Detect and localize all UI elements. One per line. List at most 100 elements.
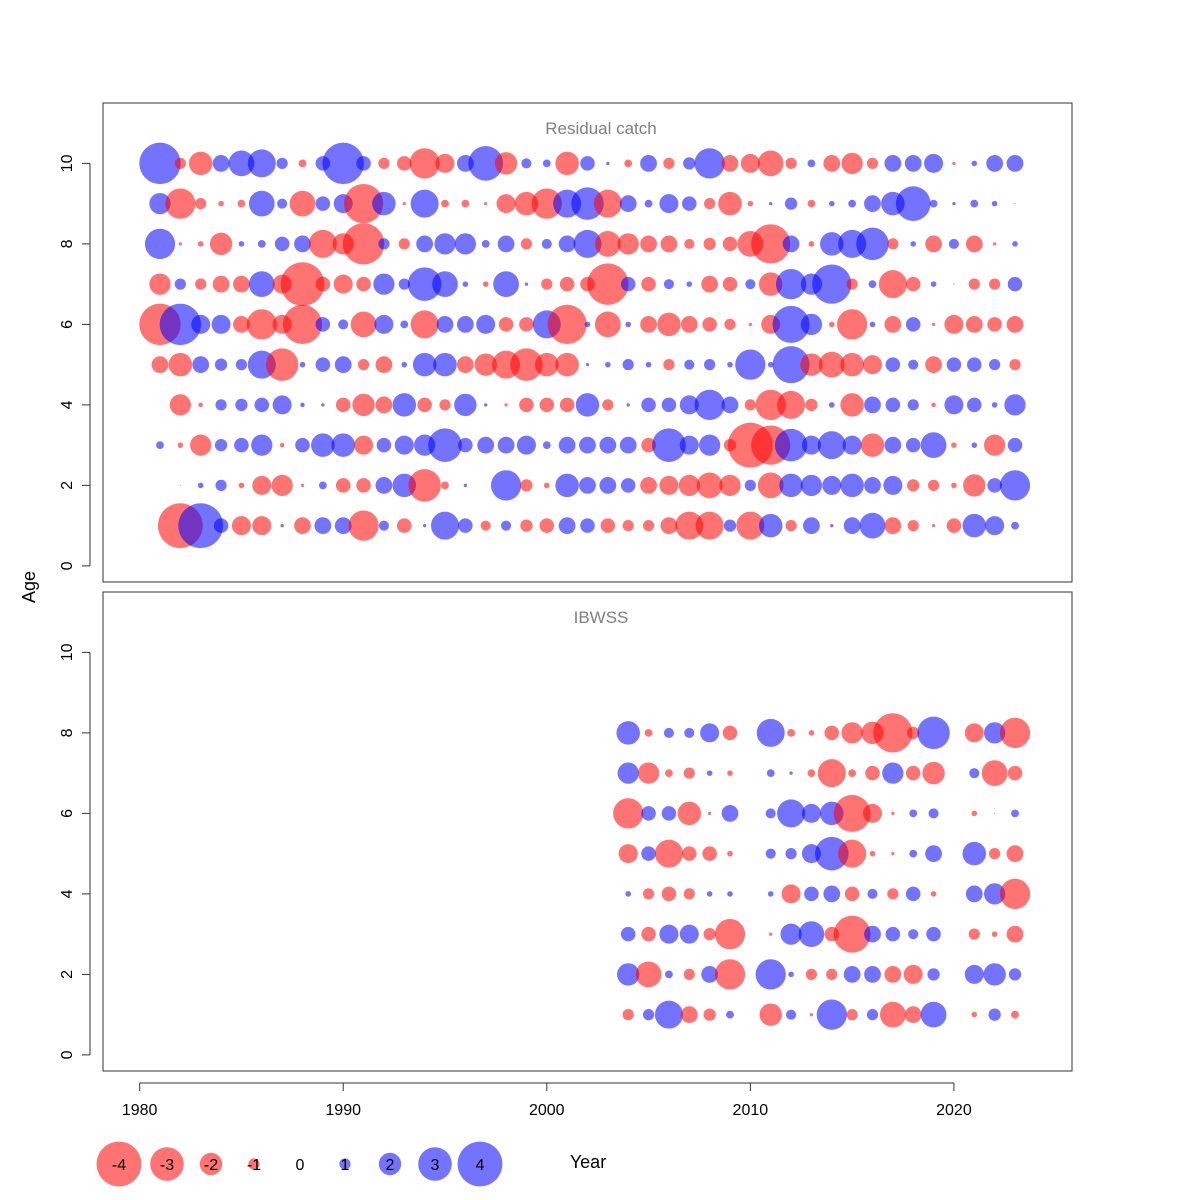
top-residual-bubble: 1995, age 1: 2.5 <box>431 511 459 540</box>
bottom-residual-bubble: 2006, age 6: 1.3 <box>661 806 677 821</box>
top-residual-bubble: 1993, age 5: 0.5 <box>401 361 408 368</box>
top-y-tick-label: 8 <box>59 239 76 248</box>
top-residual-bubble: 2002, age 2: 1.5 <box>579 476 596 494</box>
top-residual-bubble: 2023, age 10: 1.5 <box>1006 154 1024 172</box>
top-residual-bubble: 2006, age 7: 0.9 <box>663 279 674 290</box>
bottom-residual-bubble: 2004, age 2: 2 <box>617 963 640 986</box>
top-residual-bubble: 2020, age 2: -0.5 <box>951 482 957 489</box>
top-residual-bubble: 2018, age 5: 0.9 <box>908 359 919 370</box>
bottom-residual-bubble: 2014, age 7: -2.5 <box>817 759 846 788</box>
bottom-residual-bubble: 2018, age 6: 0.7 <box>909 809 918 818</box>
top-residual-bubble: 1996, age 5: -1.5 <box>456 356 474 374</box>
top-residual-bubble: 2007, age 3: 1.7 <box>679 435 699 455</box>
top-residual-bubble: 2005, age 6: -1.5 <box>640 315 657 333</box>
top-residual-bubble: 2010, age 2: 1 <box>744 479 756 491</box>
bottom-residual-bubble: 2022, age 4: 1.9 <box>984 883 1006 905</box>
top-residual-bubble: 1989, age 3: 2.1 <box>311 433 335 457</box>
top-residual-bubble: 2021, age 6: -1.5 <box>965 315 983 333</box>
top-residual-bubble: 2017, age 3: 1.5 <box>884 436 902 454</box>
top-residual-bubble: 2017, age 6: -1.5 <box>884 315 902 333</box>
top-residual-bubble: 1999, age 1: -1.1 <box>520 519 533 532</box>
top-residual-bubble: 1989, age 5: 1.3 <box>315 357 331 372</box>
top-residual-bubble: 1987, age 2: -1.9 <box>271 474 293 497</box>
bottom-residual-bubble: 2021, age 4: 1.5 <box>965 885 983 903</box>
top-residual-bubble: 1993, age 7: 1 <box>398 278 410 290</box>
top-residual-bubble: 2018, age 8: 0.5 <box>910 241 917 247</box>
top-residual-bubble: 2007, age 5: 0.9 <box>684 359 695 370</box>
bottom-residual-bubble: 2021, age 8: -1.7 <box>964 723 984 743</box>
bottom-residual-bubble: 2022, age 2: 2 <box>983 963 1006 986</box>
top-residual-bubble: 2000, age 5: -2.1 <box>535 352 559 377</box>
bottom-residual-bubble: 2019, age 4: -0.5 <box>930 891 937 897</box>
top-residual-bubble: 2010, age 4: -1 <box>744 399 756 411</box>
top-residual-bubble: 1985, age 5: 1 <box>235 359 248 371</box>
bottom-residual-bubble: 2015, age 7: -0.7 <box>848 769 857 778</box>
top-residual-bubble: 2001, age 2: 2.1 <box>555 473 579 498</box>
top-residual-bubble: 2019, age 6: -0.3 <box>931 322 936 327</box>
bottom-residual-bubble: 2019, age 7: -2 <box>922 761 945 785</box>
top-residual-bubble: 1999, age 6: -1.3 <box>519 317 534 332</box>
top-residual-bubble: 1987, age 1: 0.3 <box>280 523 284 528</box>
top-residual-bubble: 1991, age 1: -2.7 <box>348 510 379 541</box>
bottom-residual-bubble: 2017, age 2: -1.5 <box>884 965 902 983</box>
top-residual-bubble: 1997, age 6: 1.7 <box>476 314 496 334</box>
top-residual-bubble: 1987, age 3: -0.4 <box>279 442 285 448</box>
top-residual-bubble: 2018, age 6: 1.3 <box>905 317 921 332</box>
bottom-residual-bubble: 2017, age 1: -2.3 <box>879 1001 906 1028</box>
top-residual-bubble: 2007, age 4: 1.7 <box>679 395 699 415</box>
top-residual-bubble: 2019, age 7: 0.5 <box>930 281 937 287</box>
bottom-residual-bubble: 2016, age 6: -1.7 <box>862 803 883 823</box>
top-residual-bubble: 2011, age 2: -2.3 <box>757 472 784 499</box>
top-residual-bubble: 2020, age 3: -0.5 <box>951 442 957 448</box>
top-residual-bubble: 1997, age 8: 0.7 <box>481 239 490 248</box>
bottom-residual-bubble: 2004, age 1: -1 <box>622 1009 634 1021</box>
bottom-residual-bubble: 2005, age 8: -0.7 <box>644 728 653 737</box>
top-residual-bubble: 2021, age 9: 0.7 <box>970 199 979 208</box>
top-residual-bubble: 1994, age 9: 2.5 <box>410 189 439 218</box>
top-residual-bubble: 1983, age 7: -1 <box>195 278 207 290</box>
bottom-residual-bubble: 2013, age 8: -0.5 <box>808 730 815 736</box>
bottom-residual-bubble: 2012, age 3: 1.9 <box>780 923 802 945</box>
top-residual-bubble: 2021, age 10: 0.5 <box>971 160 978 167</box>
top-residual-bubble: 1996, age 3: 1.3 <box>458 437 473 453</box>
top-residual-bubble: 2009, age 7: -1.3 <box>722 276 738 292</box>
top-residual-bubble: 2020, age 9: 0.3 <box>952 201 956 206</box>
bottom-residual-bubble: 2008, age 3: -1.1 <box>703 927 716 941</box>
top-residual-bubble: 2016, age 7: 0.7 <box>868 280 877 289</box>
bottom-residual-bubble: 2012, age 2: 0.5 <box>788 971 794 978</box>
top-residual-bubble: 2006, age 3: 3 <box>652 428 686 462</box>
top-residual-bubble: 1994, age 2: -2.9 <box>408 469 441 502</box>
top-residual-bubble: 2004, age 8: -1.9 <box>617 233 639 255</box>
top-residual-bubble: 2017, age 8: -1 <box>887 238 899 250</box>
top-residual-bubble: 1984, age 3: 1.1 <box>214 438 228 452</box>
bottom-residual-bubble: 2023, age 3: -1.5 <box>1006 925 1024 943</box>
top-residual-bubble: 2022, age 9: 0.5 <box>991 200 998 207</box>
top-residual-bubble: 1995, age 7: 2.3 <box>432 271 458 298</box>
top-residual-bubble: 1997, age 10: 3.1 <box>468 146 504 181</box>
top-residual-bubble: 2021, age 5: 1.3 <box>967 357 982 372</box>
top-residual-bubble: 2006, age 4: 1.3 <box>661 397 677 413</box>
top-residual-bubble: 1988, age 7: -3.9 <box>280 262 325 306</box>
top-residual-bubble: 1998, age 2: 2.7 <box>490 470 522 501</box>
bottom-residual-bubble: 2021, age 7: 0.9 <box>969 768 980 779</box>
top-residual-bubble: 1982, age 6: 3.7 <box>159 303 202 346</box>
top-y-tick-label: 6 <box>59 320 76 329</box>
bottom-residual-bubble: 2017, age 4: -1 <box>887 888 899 900</box>
top-residual-bubble: 2022, age 7: -1 <box>989 278 1001 290</box>
top-residual-bubble: 1990, age 2: -1.3 <box>335 478 351 493</box>
top-residual-bubble: 1998, age 8: 1.5 <box>497 235 515 253</box>
bottom-residual-bubble: 2014, age 4: 1.5 <box>823 885 841 903</box>
top-residual-bubble: 2013, age 1: 1.5 <box>803 517 820 535</box>
top-residual-bubble: 1990, age 4: -1.3 <box>335 397 351 413</box>
top-residual-bubble: 2014, age 6: -0.5 <box>828 321 835 328</box>
top-residual-bubble: 2023, age 6: -1.5 <box>1006 315 1024 333</box>
bottom-residual-bubble: 2016, age 7: -1.3 <box>865 765 880 781</box>
top-residual-bubble: 1994, age 10: -2.7 <box>409 148 440 179</box>
top-residual-bubble: 1983, age 8: -0.5 <box>197 241 204 247</box>
top-residual-bubble: 2012, age 6: 3.3 <box>772 305 810 343</box>
bottom-residual-bubble: 2007, age 8: 0.9 <box>684 727 695 738</box>
top-residual-bubble: 1986, age 1: -1.7 <box>252 516 272 536</box>
legend-label: 3 <box>431 1157 440 1174</box>
bottom-y-tick-label: 4 <box>59 889 76 898</box>
